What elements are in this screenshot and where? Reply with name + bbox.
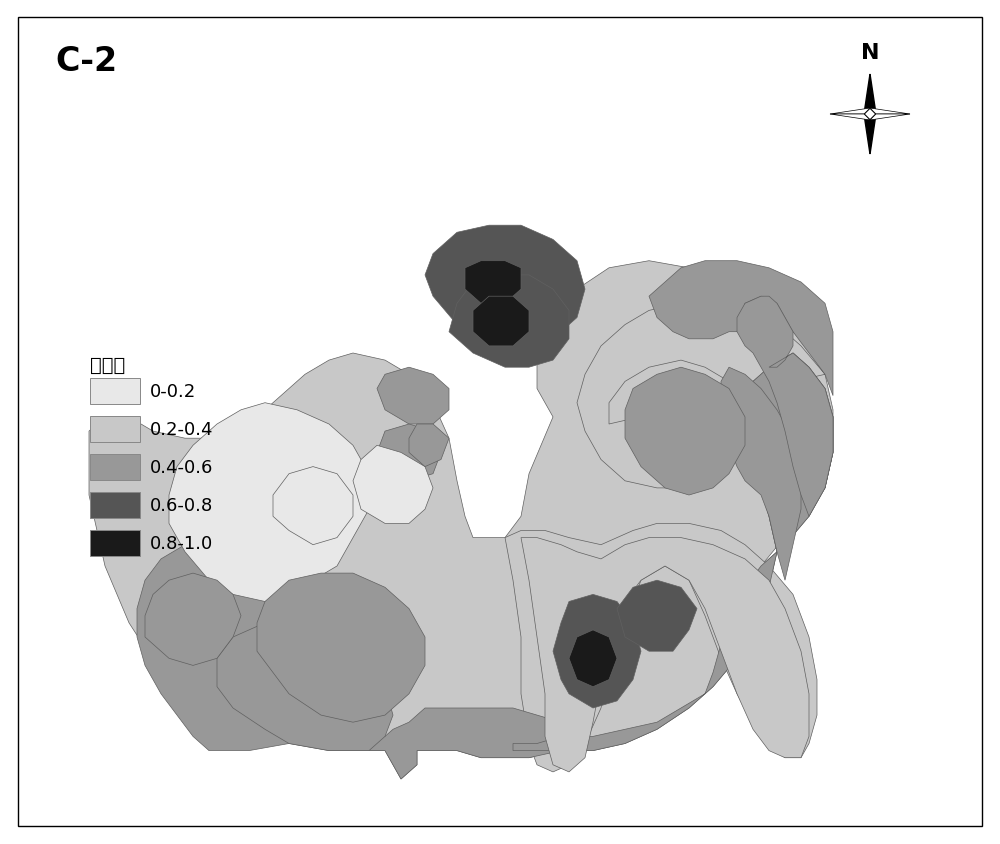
Polygon shape <box>217 623 393 750</box>
Polygon shape <box>377 368 449 425</box>
Polygon shape <box>870 115 910 121</box>
Polygon shape <box>377 425 441 481</box>
Text: 0.4-0.6: 0.4-0.6 <box>150 458 213 476</box>
Polygon shape <box>830 115 870 121</box>
Bar <box>90 379 140 404</box>
Polygon shape <box>89 262 833 779</box>
Polygon shape <box>569 630 617 687</box>
Polygon shape <box>830 109 870 115</box>
Text: 0.8-1.0: 0.8-1.0 <box>150 534 213 552</box>
Polygon shape <box>513 354 833 750</box>
Polygon shape <box>617 581 697 652</box>
Polygon shape <box>353 446 433 524</box>
Text: 0.2-0.4: 0.2-0.4 <box>150 420 214 439</box>
Polygon shape <box>505 524 817 772</box>
Polygon shape <box>864 115 870 154</box>
Polygon shape <box>737 297 833 517</box>
Text: 0-0.2: 0-0.2 <box>150 382 196 401</box>
Polygon shape <box>864 75 870 115</box>
Polygon shape <box>870 115 876 154</box>
Bar <box>90 530 140 556</box>
Polygon shape <box>521 538 809 772</box>
Polygon shape <box>425 226 585 347</box>
Bar <box>90 416 140 442</box>
Polygon shape <box>553 595 641 708</box>
Polygon shape <box>409 425 449 467</box>
Polygon shape <box>625 368 745 495</box>
Text: C-2: C-2 <box>55 45 117 78</box>
Polygon shape <box>273 467 353 545</box>
Bar <box>90 454 140 480</box>
Polygon shape <box>449 276 569 368</box>
Polygon shape <box>257 573 425 722</box>
Polygon shape <box>649 262 833 396</box>
Polygon shape <box>329 708 561 779</box>
Polygon shape <box>870 75 876 115</box>
Polygon shape <box>473 297 529 347</box>
Polygon shape <box>137 538 369 750</box>
Polygon shape <box>465 262 521 304</box>
Text: 隶属度: 隶属度 <box>90 355 125 375</box>
Polygon shape <box>169 403 369 602</box>
Polygon shape <box>870 109 910 115</box>
Polygon shape <box>721 368 801 581</box>
Text: 0.6-0.8: 0.6-0.8 <box>150 496 213 514</box>
Polygon shape <box>145 573 241 666</box>
Bar <box>90 492 140 518</box>
Text: N: N <box>861 43 879 63</box>
